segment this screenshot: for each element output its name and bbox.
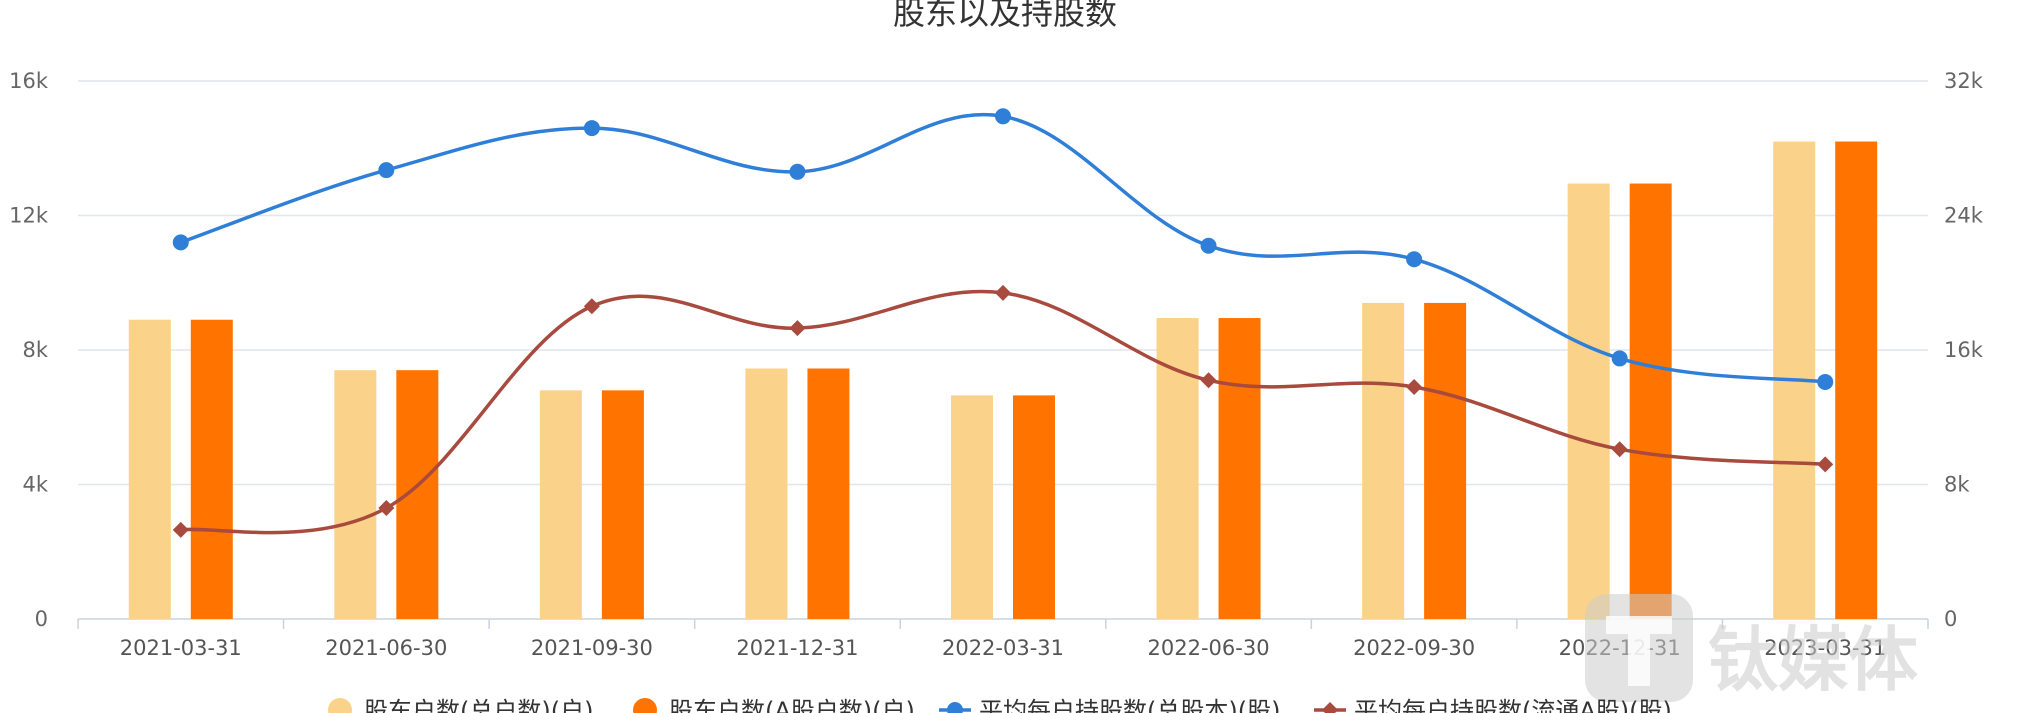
bar: [807, 368, 850, 619]
left-y-axis: 0 4k 8k 12k 16k: [9, 69, 49, 631]
watermark-text: 钛媒体: [1708, 619, 1918, 701]
line-point: [1817, 373, 1834, 390]
x-tick-label: 2022-06-30: [1148, 636, 1270, 660]
bar: [1567, 183, 1610, 619]
legend-label: 股东户数(A股户数)(户): [669, 697, 915, 713]
line-point: [1200, 372, 1217, 389]
bar: [601, 390, 644, 619]
right-y-tick-label: 8k: [1944, 473, 1970, 497]
left-y-tick-label: 4k: [22, 473, 48, 497]
right-y-tick-label: 32k: [1944, 69, 1984, 93]
line-point: [1611, 350, 1628, 367]
line-point: [995, 284, 1011, 301]
bar-series-group: [128, 141, 1878, 619]
line-point: [1406, 378, 1423, 395]
series-line: [180, 289, 1826, 535]
left-y-tick-label: 16k: [9, 69, 49, 93]
x-tick-label: 2022-09-30: [1353, 636, 1475, 660]
line-point: [172, 234, 189, 251]
chart-title: 股东以及持股数: [893, 0, 1117, 32]
bar: [1835, 141, 1878, 619]
bar: [539, 390, 582, 619]
legend-swatch-marker: [947, 702, 963, 713]
legend-swatch-marker: [1322, 702, 1338, 713]
x-tick-label: 2021-03-31: [120, 636, 242, 660]
bar: [1013, 395, 1055, 619]
line-point: [1611, 441, 1628, 458]
line-series-group: [172, 108, 1834, 538]
bar: [1156, 318, 1199, 619]
bar: [1629, 183, 1672, 619]
bar: [1424, 302, 1467, 619]
watermark: 钛媒体: [1585, 594, 1918, 702]
bar: [745, 368, 788, 619]
legend-label: 平均每户持股数(总股本)(股): [979, 697, 1280, 713]
left-y-tick-label: 12k: [9, 204, 49, 228]
tmtpost-logo-icon: [1585, 594, 1693, 702]
legend: 股东户数(总户数)(户) 股东户数(A股户数)(户) 平均每户持股数(总股本)(股)…: [328, 697, 1672, 713]
line-point: [789, 163, 806, 180]
legend-label: 平均每户持股数(流通A股)(股): [1354, 697, 1672, 713]
line-point: [995, 108, 1011, 125]
left-y-tick-label: 0: [35, 607, 48, 631]
x-tick-label: 2022-03-31: [942, 636, 1064, 660]
line-point: [378, 500, 395, 517]
legend-swatch: [633, 698, 657, 713]
legend-label: 股东户数(总户数)(户): [364, 697, 593, 713]
line-point: [1817, 456, 1834, 473]
right-y-tick-label: 24k: [1944, 204, 1984, 228]
bar: [190, 319, 233, 619]
line-point: [583, 298, 600, 315]
line-point: [378, 162, 395, 179]
bar: [1362, 302, 1405, 619]
right-y-tick-label: 16k: [1944, 338, 1984, 362]
bar: [1218, 318, 1261, 619]
left-y-tick-label: 8k: [22, 338, 48, 362]
bar: [128, 319, 171, 619]
bar: [396, 370, 439, 619]
line-point: [172, 521, 189, 538]
right-y-axis: 0 8k 16k 24k 32k: [1944, 69, 1984, 631]
gridlines: [78, 80, 1928, 486]
right-y-tick-label: 0: [1944, 607, 1957, 631]
x-tick-label: 2021-06-30: [325, 636, 447, 660]
x-tick-label: 2023-03-31: [1764, 636, 1886, 660]
line-point: [789, 320, 806, 337]
legend-swatch: [328, 698, 352, 713]
line-point: [1200, 237, 1217, 254]
line-point: [1406, 251, 1423, 268]
x-tick-label: 2021-12-31: [736, 636, 858, 660]
bar: [334, 370, 377, 619]
x-tick-label: 2021-09-30: [531, 636, 653, 660]
line-point: [583, 120, 600, 137]
bar: [951, 395, 993, 619]
